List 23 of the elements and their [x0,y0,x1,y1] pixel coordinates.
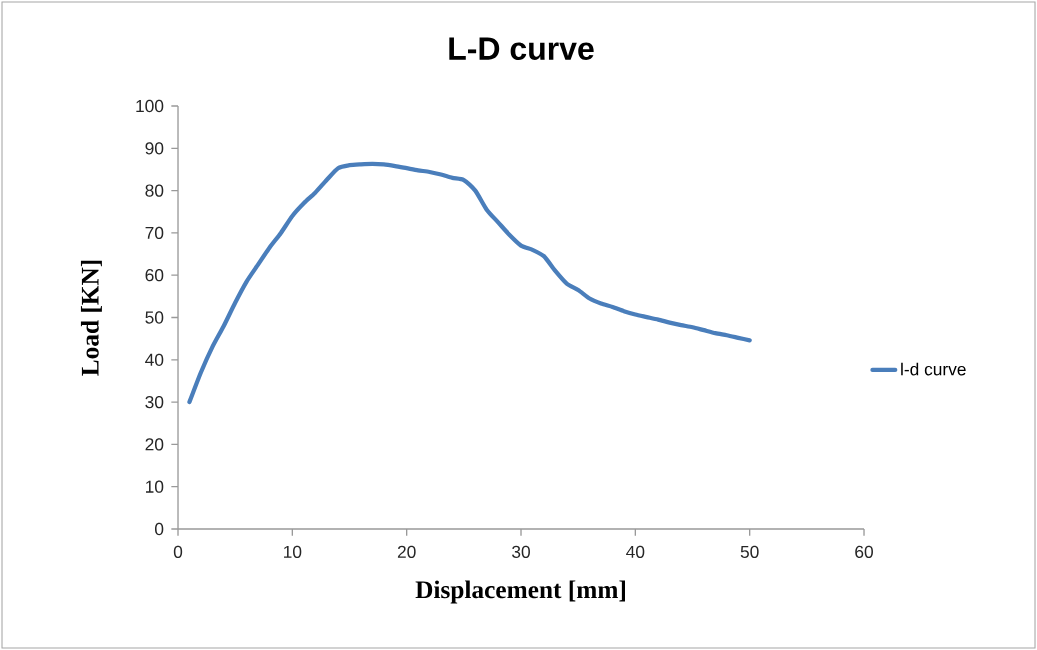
y-tick-label: 40 [145,353,164,366]
y-tick-label: 10 [146,480,164,493]
x-tick-label: 30 [512,545,530,558]
y-axis-title: Load [KN] [80,260,102,376]
y-tick-label: 0 [154,522,164,536]
y-tick-label: 20 [145,438,164,451]
chart-title: L-D curve [449,37,594,60]
x-tick-label: 20 [397,545,416,558]
y-tick-label: 30 [145,395,164,409]
y-tick-label: 60 [145,269,164,282]
y-tick-label: 100 [136,99,164,113]
x-tick-label: 60 [855,545,873,558]
y-tick-label: 70 [145,226,164,240]
x-tick-label: 50 [740,545,759,558]
y-tick-label: 50 [145,311,164,324]
x-tick-label: 10 [284,545,302,558]
line-series [187,161,752,405]
y-tick-label: 90 [145,142,164,155]
x-axis-title: Displacement [mm] [415,580,625,604]
y-tick-label: 80 [145,184,164,197]
x-tick-label: 0 [173,545,183,558]
x-tick-label: 40 [626,545,645,558]
legend-label: l-d curve [901,362,966,376]
